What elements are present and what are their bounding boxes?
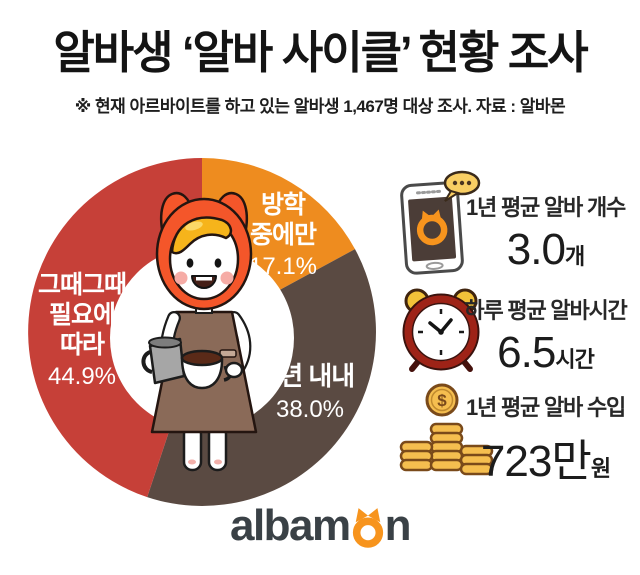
pie-label-allyear: 1년 내내 38.0% — [250, 360, 370, 425]
pie-label-asneeded: 그때그때 필요에 따라 44.9% — [28, 270, 136, 392]
stat-row-work-hours: 하루 평균 알바시간 6.5시간 — [448, 293, 640, 378]
alarm-clock-icon — [402, 288, 480, 372]
stat-label: 1년 평균 알바 수입 — [465, 395, 626, 420]
stat-unit: 원 — [590, 456, 611, 481]
albamon-logo: albam n — [0, 504, 640, 548]
pie-label-text: 중에만 — [249, 221, 317, 249]
logo-text-right: n — [384, 501, 412, 550]
stat-label: 1년 평균 알바 개수 — [465, 195, 626, 220]
coin-stacks-icon: $ — [399, 383, 494, 476]
svg-text:$: $ — [437, 391, 447, 410]
stat-unit: 개 — [564, 244, 585, 269]
pie-label-vacation: 방학 중에만 17.1% — [237, 190, 329, 282]
stat-value: 723만원 — [448, 425, 640, 489]
stat-value: 6.5시간 — [448, 328, 640, 378]
pie-label-text: 1년 내내 — [265, 361, 355, 391]
pie-label-percent: 44.9% — [47, 363, 117, 390]
pie-label-text: 그때그때 — [37, 271, 127, 299]
stat-number: 6.5 — [497, 328, 556, 377]
smartphone-chat-icon — [400, 170, 481, 275]
survey-subtitle: ※ 현재 아르바이트를 하고 있는 알바생 1,467명 대상 조사. 자료 :… — [74, 97, 566, 116]
stat-unit: 시간 — [555, 347, 594, 372]
stat-row-income: 1년 평균 알바 수입 723만원 — [448, 390, 640, 489]
stat-number: 723만 — [480, 437, 592, 486]
stat-row-job-count: 1년 평균 알바 개수 3.0개 — [448, 190, 640, 275]
barista-character-illustration — [141, 191, 258, 472]
pie-label-text: 따라 — [59, 331, 105, 359]
logo-text-left: albam — [229, 501, 351, 550]
page-title: 알바생 ‘알바 사이클’ 현황 조사 — [53, 27, 588, 78]
pie-label-percent: 38.0% — [275, 396, 345, 423]
albamon-cat-o-icon — [352, 508, 383, 548]
pie-label-text: 필요에 — [48, 301, 116, 329]
pie-label-text: 방학 — [260, 191, 306, 219]
stat-number: 3.0 — [506, 225, 566, 274]
pie-label-percent: 17.1% — [248, 253, 318, 280]
stat-value: 3.0개 — [448, 225, 640, 275]
stat-label: 하루 평균 알바시간 — [464, 298, 627, 323]
